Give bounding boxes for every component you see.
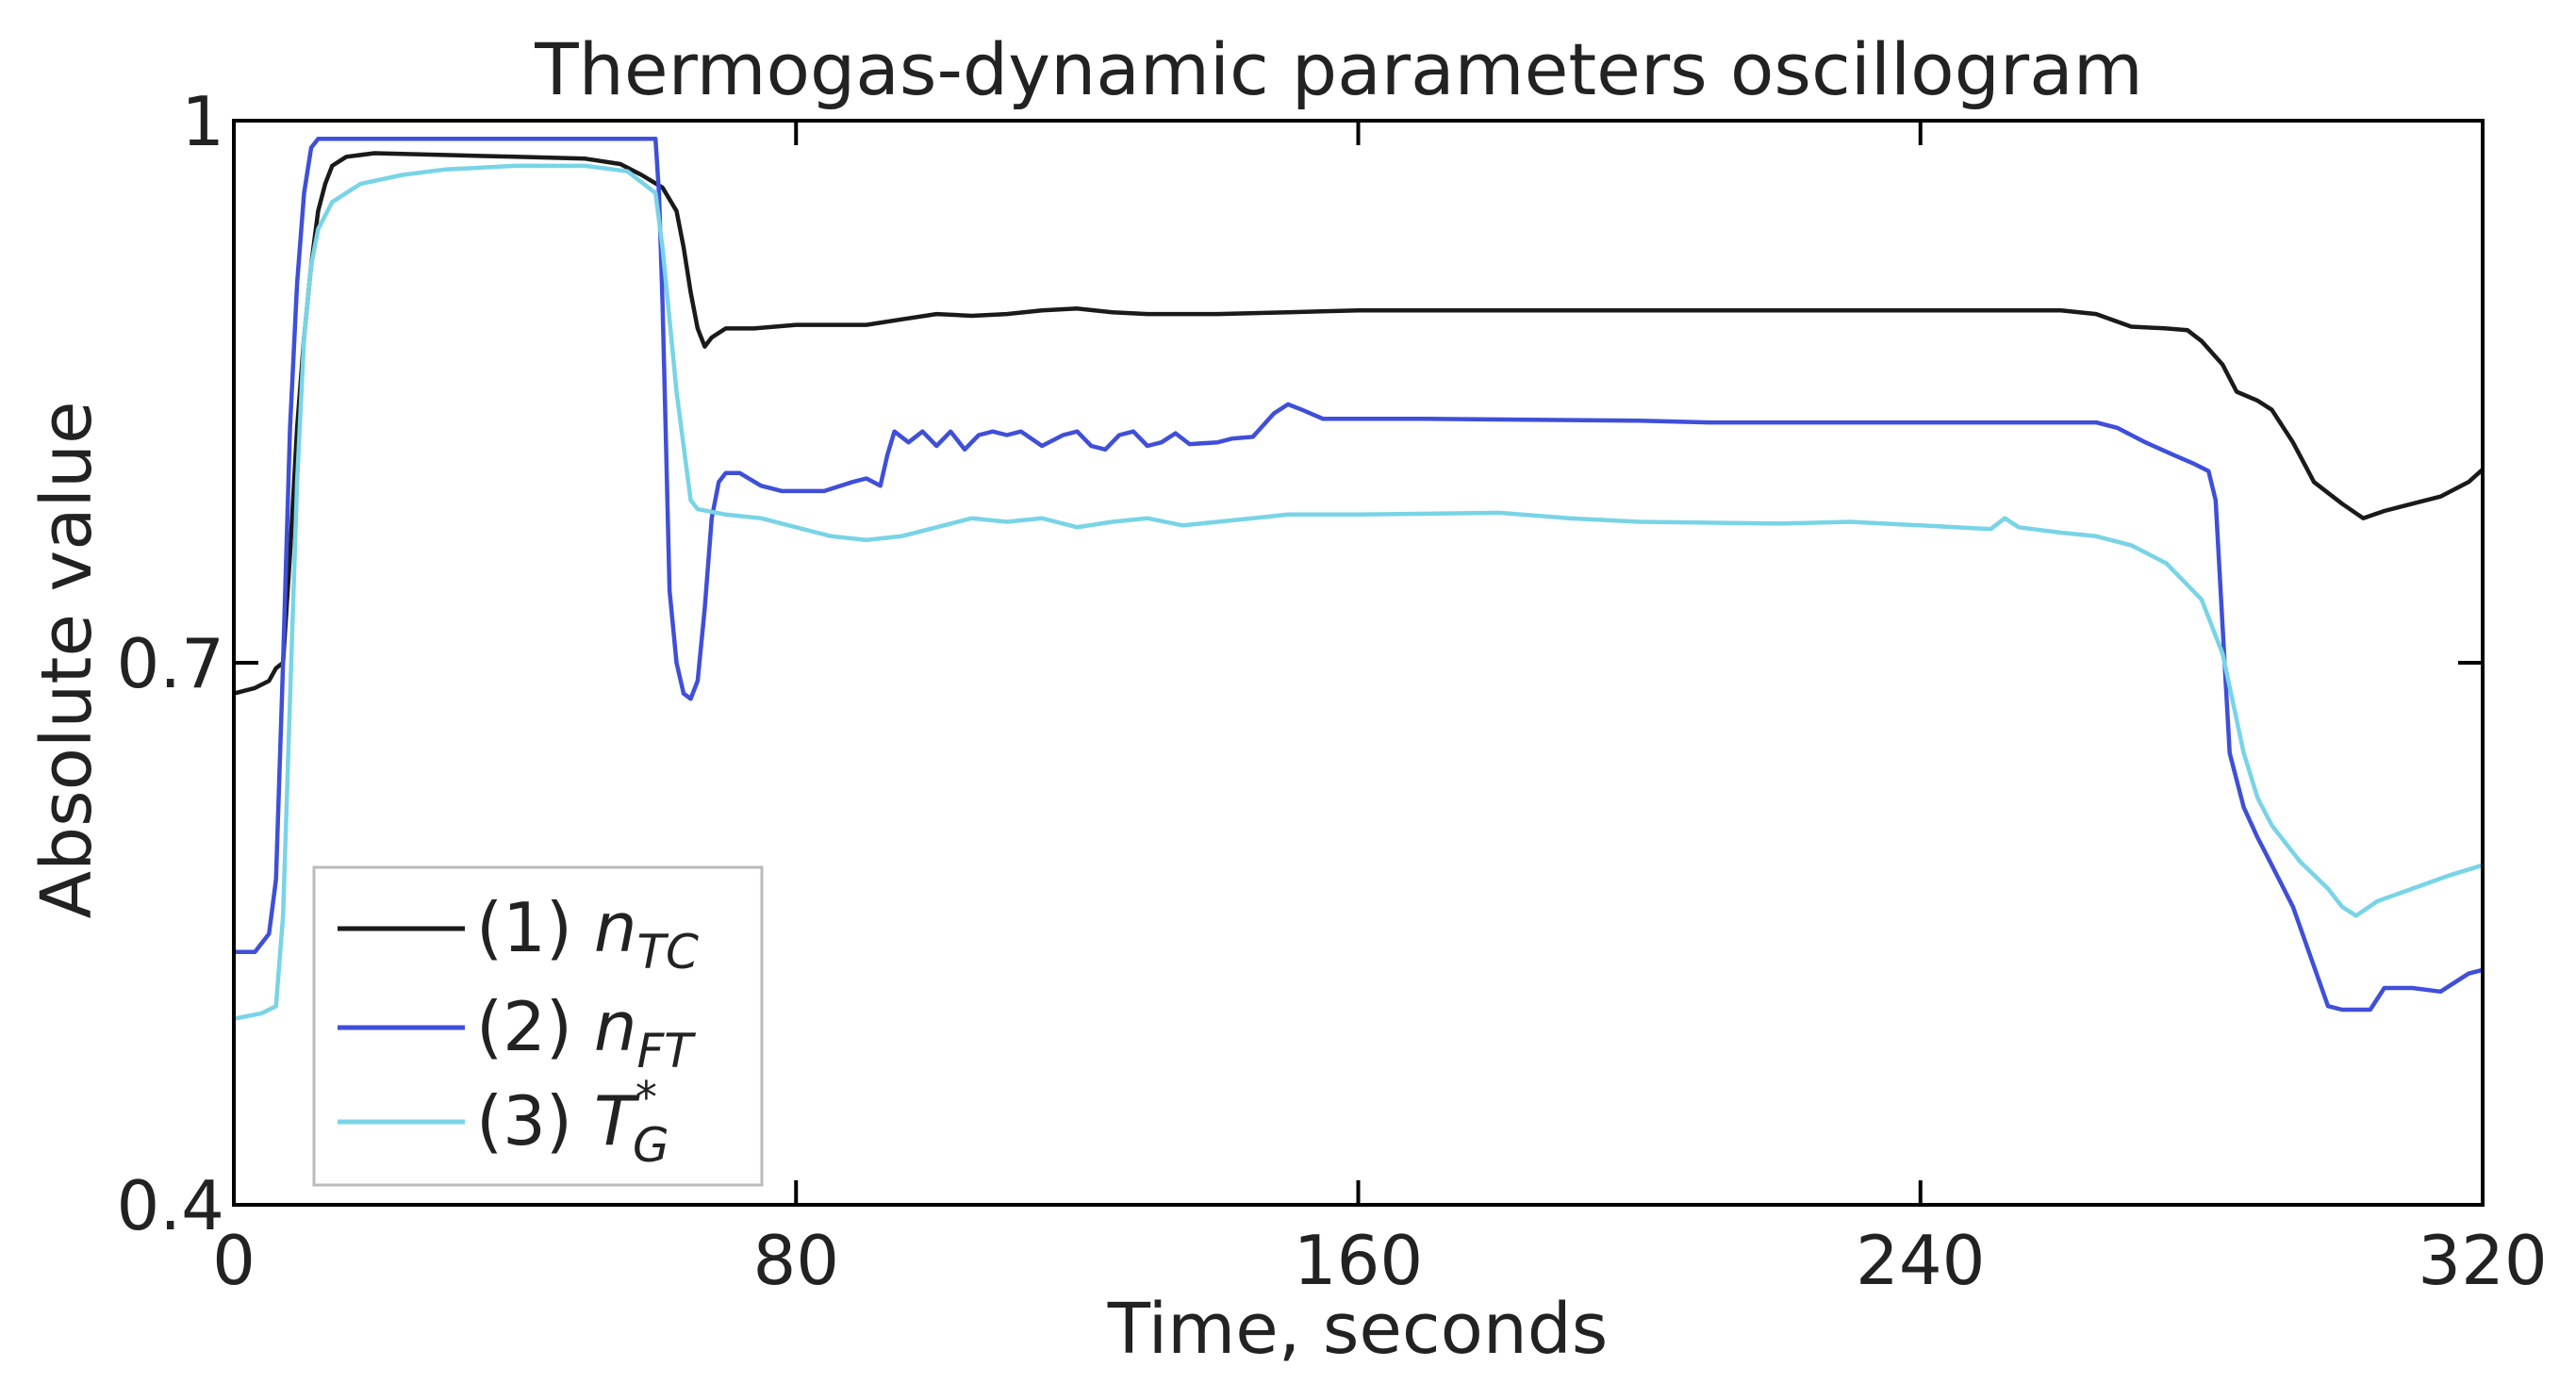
x-axis-label: Time, seconds xyxy=(1107,1289,1609,1370)
x-tick-label: 160 xyxy=(1294,1221,1423,1300)
legend: (1) nTC(2) nFT(3) T* G xyxy=(312,865,764,1187)
legend-label-1: (1) nTC xyxy=(476,888,699,980)
y-tick-label: 0.4 xyxy=(116,1166,224,1245)
series-layer xyxy=(233,136,2485,1021)
y-tick-label: 1 xyxy=(181,82,224,161)
series-line-1 xyxy=(233,151,2485,696)
y-tick-label: 0.7 xyxy=(116,624,224,703)
x-tick-label: 240 xyxy=(1856,1221,1985,1300)
y-axis-label: Absolute value xyxy=(26,401,107,918)
x-tick-label: 80 xyxy=(752,1221,839,1300)
chart-title: Thermogas-dynamic parameters oscillogram xyxy=(534,27,2142,111)
series-line-2 xyxy=(234,136,2484,1013)
series-line-3 xyxy=(233,163,2484,1021)
legend-label-3: (3) T* G xyxy=(476,1072,669,1173)
x-tick-label: 320 xyxy=(2418,1221,2547,1300)
x-tick-label: 0 xyxy=(212,1221,256,1300)
legend-label-2: (2) nFT xyxy=(476,987,696,1078)
tick-layer: 0 80 160 240 320 0.4 0.7 1 xyxy=(116,82,2547,1300)
